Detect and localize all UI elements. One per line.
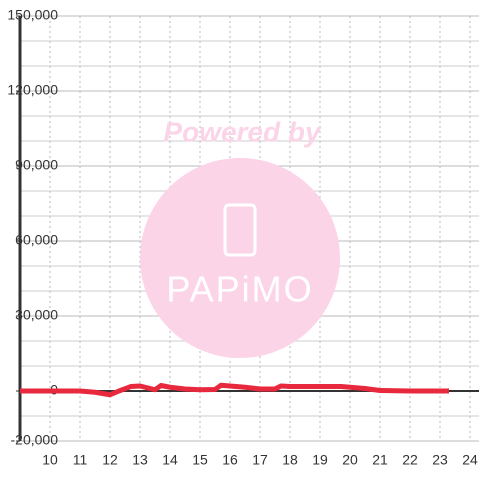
- watermark-circle: [140, 158, 340, 358]
- watermark: Powered by PAPiMO: [140, 116, 340, 358]
- y-tick-label: 120,000: [7, 82, 58, 98]
- x-tick-label: 11: [73, 452, 88, 468]
- y-tick-label: 60,000: [15, 232, 58, 248]
- y-tick-label: 30,000: [15, 307, 58, 323]
- x-tick-label: 18: [282, 452, 298, 468]
- x-tick-label: 22: [402, 452, 418, 468]
- x-tick-label: 24: [462, 452, 478, 468]
- x-tick-label: 16: [222, 452, 238, 468]
- x-tick-label: 10: [42, 452, 58, 468]
- y-tick-label: -20,000: [11, 432, 59, 448]
- watermark-text: Powered by: [163, 116, 322, 147]
- y-tick-label: 150,000: [7, 7, 58, 23]
- x-tick-label: 23: [432, 452, 448, 468]
- x-tick-label: 19: [312, 452, 328, 468]
- x-tick-label: 12: [102, 452, 118, 468]
- x-tick-label: 13: [132, 452, 148, 468]
- x-tick-label: 15: [192, 452, 208, 468]
- watermark-logo: PAPiMO: [166, 269, 313, 310]
- y-tick-label: 90,000: [15, 157, 58, 173]
- data-line: [20, 382, 449, 398]
- x-tick-label: 21: [372, 452, 388, 468]
- x-tick-label: 20: [342, 452, 358, 468]
- watermark-phone: [223, 203, 257, 257]
- x-tick-label: 17: [252, 452, 268, 468]
- x-tick-label: 14: [162, 452, 178, 468]
